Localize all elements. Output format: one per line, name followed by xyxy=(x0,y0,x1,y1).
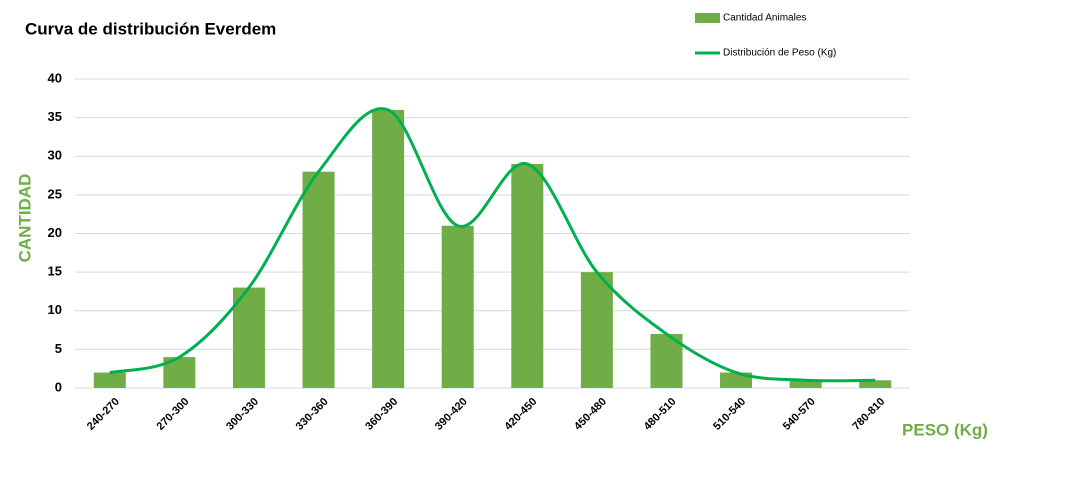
bar xyxy=(720,372,753,388)
bar xyxy=(580,272,613,388)
x-tick-label: 540-570 xyxy=(781,396,818,433)
chart-title: Curva de distribución Everdem xyxy=(25,19,276,38)
y-axis-label: CANTIDAD xyxy=(15,174,34,263)
y-tick-label: 25 xyxy=(48,186,62,201)
bar xyxy=(302,171,335,388)
bar xyxy=(441,225,474,388)
x-tick-label: 270-300 xyxy=(155,396,192,433)
y-tick-label: 20 xyxy=(48,225,62,240)
x-tick-label: 450-480 xyxy=(572,396,609,433)
bar xyxy=(511,163,544,388)
bar xyxy=(372,109,405,389)
x-tick-label: 240-270 xyxy=(85,396,122,433)
y-tick-label: 30 xyxy=(48,148,62,163)
y-tick-label: 15 xyxy=(48,264,62,279)
x-tick-label: 390-420 xyxy=(433,396,470,433)
x-tick-label: 330-360 xyxy=(294,396,331,433)
bar xyxy=(859,380,892,388)
x-axis-label: PESO (Kg) xyxy=(902,420,988,439)
y-tick-label: 10 xyxy=(48,302,62,317)
bar xyxy=(789,380,822,388)
x-tick-label: 300-330 xyxy=(224,396,261,433)
y-tick-label: 0 xyxy=(55,379,62,394)
bar xyxy=(232,287,265,388)
y-tick-label: 40 xyxy=(48,70,62,85)
legend-label: Distribución de Peso (Kg) xyxy=(723,48,836,59)
y-tick-label: 35 xyxy=(48,109,62,124)
bar xyxy=(93,372,126,388)
y-tick-label: 5 xyxy=(55,341,62,356)
x-tick-label: 420-450 xyxy=(502,396,539,433)
legend-label: Cantidad Animales xyxy=(723,13,806,24)
x-tick-label: 480-510 xyxy=(642,396,679,433)
x-tick-label: 510-540 xyxy=(711,396,748,433)
x-tick-label: 360-390 xyxy=(363,396,400,433)
line xyxy=(109,107,876,383)
x-tick-label: 780-810 xyxy=(850,396,887,433)
legend-swatch xyxy=(695,13,720,23)
